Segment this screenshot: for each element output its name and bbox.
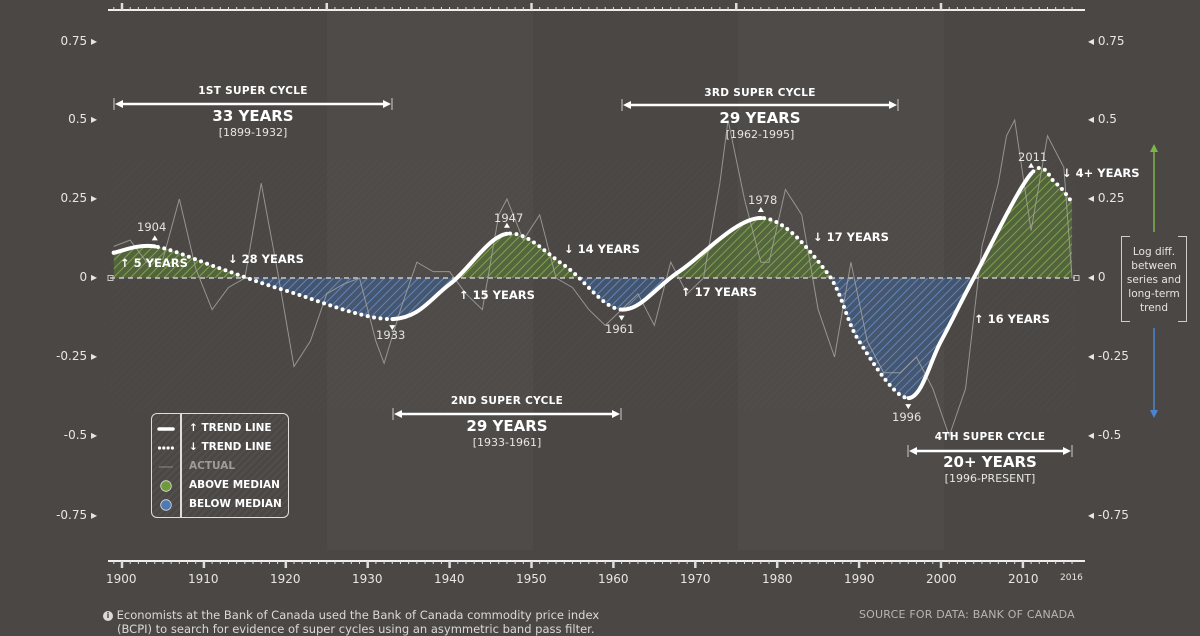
duration-label: ↑ 16 YEARS <box>974 312 1050 326</box>
cycle-range: [1996-PRESENT] <box>944 472 1036 485</box>
duration-label: ↓ 17 YEARS <box>813 230 889 244</box>
cycle-1-label: 1ST SUPER CYCLE 33 YEARS [1899-1932] <box>114 85 392 139</box>
legend-item-up-trend: ↑ TREND LINE <box>152 420 290 438</box>
cycle-range: [1933-1961] <box>472 436 542 449</box>
x-tick: 1910 <box>188 572 219 586</box>
side-label-line: Log diff. <box>1132 246 1176 258</box>
info-icon: i <box>103 611 113 621</box>
x-tick: 1990 <box>844 572 875 586</box>
y-tick-right: ◂ 0.75 <box>1088 34 1125 48</box>
duration-label: ↓ 14 YEARS <box>564 242 640 256</box>
cycle-title: 1ST SUPER CYCLE <box>198 85 308 97</box>
turning-point-label: 2011 <box>1018 150 1048 164</box>
turning-point-label: 1904 <box>137 220 167 234</box>
top-axis <box>108 3 1085 11</box>
duration-label: ↑ 15 YEARS <box>459 288 535 302</box>
trend-line <box>111 165 1075 401</box>
cycle-2-label: 2ND SUPER CYCLE 29 YEARS [1933-1961] <box>393 395 621 449</box>
legend: ↑ TREND LINE ↓ TREND LINE ACTUAL ABOVE M… <box>151 413 289 518</box>
footnote-line-2: (BCPI) to search for evidence of super c… <box>117 622 595 636</box>
y-tick-left: 0.75 ▸ <box>60 34 97 48</box>
x-tick: 1920 <box>270 572 301 586</box>
x-tick: 1900 <box>106 572 137 586</box>
side-label-line: series and <box>1126 274 1182 286</box>
legend-item-down-trend: ↓ TREND LINE <box>152 439 290 457</box>
x-tick: 1940 <box>434 572 465 586</box>
x-tick: 1930 <box>352 572 383 586</box>
footnote-line-1: Economists at the Bank of Canada used th… <box>116 608 600 622</box>
legend-item-actual: ACTUAL <box>152 458 290 476</box>
x-tick: 1970 <box>680 572 711 586</box>
cycle-title: 4TH SUPER CYCLE <box>934 431 1046 443</box>
cycle-years: 20+ YEARS <box>943 453 1037 471</box>
legend-divider <box>180 414 182 517</box>
turning-point-label: 1996 <box>892 410 922 424</box>
x-tick: 2010 <box>1008 572 1039 586</box>
y-tick-right: ◂ 0.25 <box>1088 191 1125 205</box>
y-tick-left: 0 ▸ <box>79 270 97 284</box>
y-tick-right: ◂ -0.75 <box>1088 508 1129 522</box>
turning-point-label: 1933 <box>376 328 406 342</box>
duration-label: ↓ 28 YEARS <box>228 252 304 266</box>
turning-point-label: 1961 <box>605 322 635 336</box>
blue-dot-icon <box>160 499 172 511</box>
solid-line-icon <box>157 427 175 431</box>
cycle-3-label: 3RD SUPER CYCLE 29 YEARS [1962-1995] <box>622 87 898 141</box>
turning-point-label: 1947 <box>494 211 524 225</box>
cycle-4-label: 4TH SUPER CYCLE 20+ YEARS [1996-PRESENT] <box>908 431 1072 485</box>
y-tick-left: -0.5 ▸ <box>63 428 97 442</box>
y-tick-right: ◂ 0.5 <box>1088 112 1117 126</box>
above-median-fill <box>113 167 1073 278</box>
legend-label: ↑ TREND LINE <box>189 422 272 434</box>
y-tick-left: 0.5 ▸ <box>68 112 97 126</box>
cycle-range: [1899-1932] <box>218 126 288 139</box>
below-median-fill <box>113 278 1073 399</box>
cycle-arrows <box>113 98 1073 457</box>
duration-label: ↓ 4+ YEARS <box>1062 166 1140 180</box>
cycle-range: [1962-1995] <box>725 128 795 141</box>
side-label-line: trend <box>1140 302 1168 314</box>
side-label-line: between <box>1131 260 1177 272</box>
y-tick-right: ◂ -0.5 <box>1088 428 1122 442</box>
cycle-years: 29 YEARS <box>466 417 548 435</box>
footnote: i Economists at the Bank of Canada used … <box>103 608 599 636</box>
cycle-years: 33 YEARS <box>212 107 294 125</box>
duration-label: ↑ 17 YEARS <box>681 285 757 299</box>
duration-label: ↑ 5 YEARS <box>120 256 188 270</box>
x-tick: 1980 <box>762 572 793 586</box>
x-tick: 1960 <box>598 572 629 586</box>
y-axis-description: Log diff. between series and long-term t… <box>1121 236 1187 322</box>
y-tick-left: -0.25 ▸ <box>56 349 97 363</box>
cycle-title: 2ND SUPER CYCLE <box>450 395 564 407</box>
cycle-years: 29 YEARS <box>719 109 801 127</box>
thin-line-icon <box>159 466 173 468</box>
y-tick-left: 0.25 ▸ <box>60 191 97 205</box>
legend-label: BELOW MEDIAN <box>189 498 282 510</box>
y-tick-left: -0.75 ▸ <box>56 508 97 522</box>
x-tick: 1950 <box>516 572 547 586</box>
x-tick: 2000 <box>926 572 957 586</box>
x-tick-end: 2016 <box>1060 573 1083 583</box>
legend-label: ACTUAL <box>189 460 236 472</box>
cycle-title: 3RD SUPER CYCLE <box>704 87 816 99</box>
turning-point-label: 1978 <box>748 193 778 207</box>
source-credit: SOURCE FOR DATA: BANK OF CANADA <box>859 608 1075 621</box>
legend-item-below-median: BELOW MEDIAN <box>152 496 290 514</box>
turning-point-markers <box>151 162 1035 410</box>
side-label-line: long-term <box>1128 288 1180 300</box>
legend-item-above-median: ABOVE MEDIAN <box>152 477 290 495</box>
legend-label: ↓ TREND LINE <box>189 441 272 453</box>
dotted-line-icon <box>157 446 174 450</box>
green-dot-icon <box>160 480 172 492</box>
y-tick-right: ◂ 0 <box>1088 270 1106 284</box>
y-tick-right: ◂ -0.25 <box>1088 349 1129 363</box>
bottom-axis <box>108 560 1085 568</box>
legend-label: ABOVE MEDIAN <box>189 479 280 491</box>
